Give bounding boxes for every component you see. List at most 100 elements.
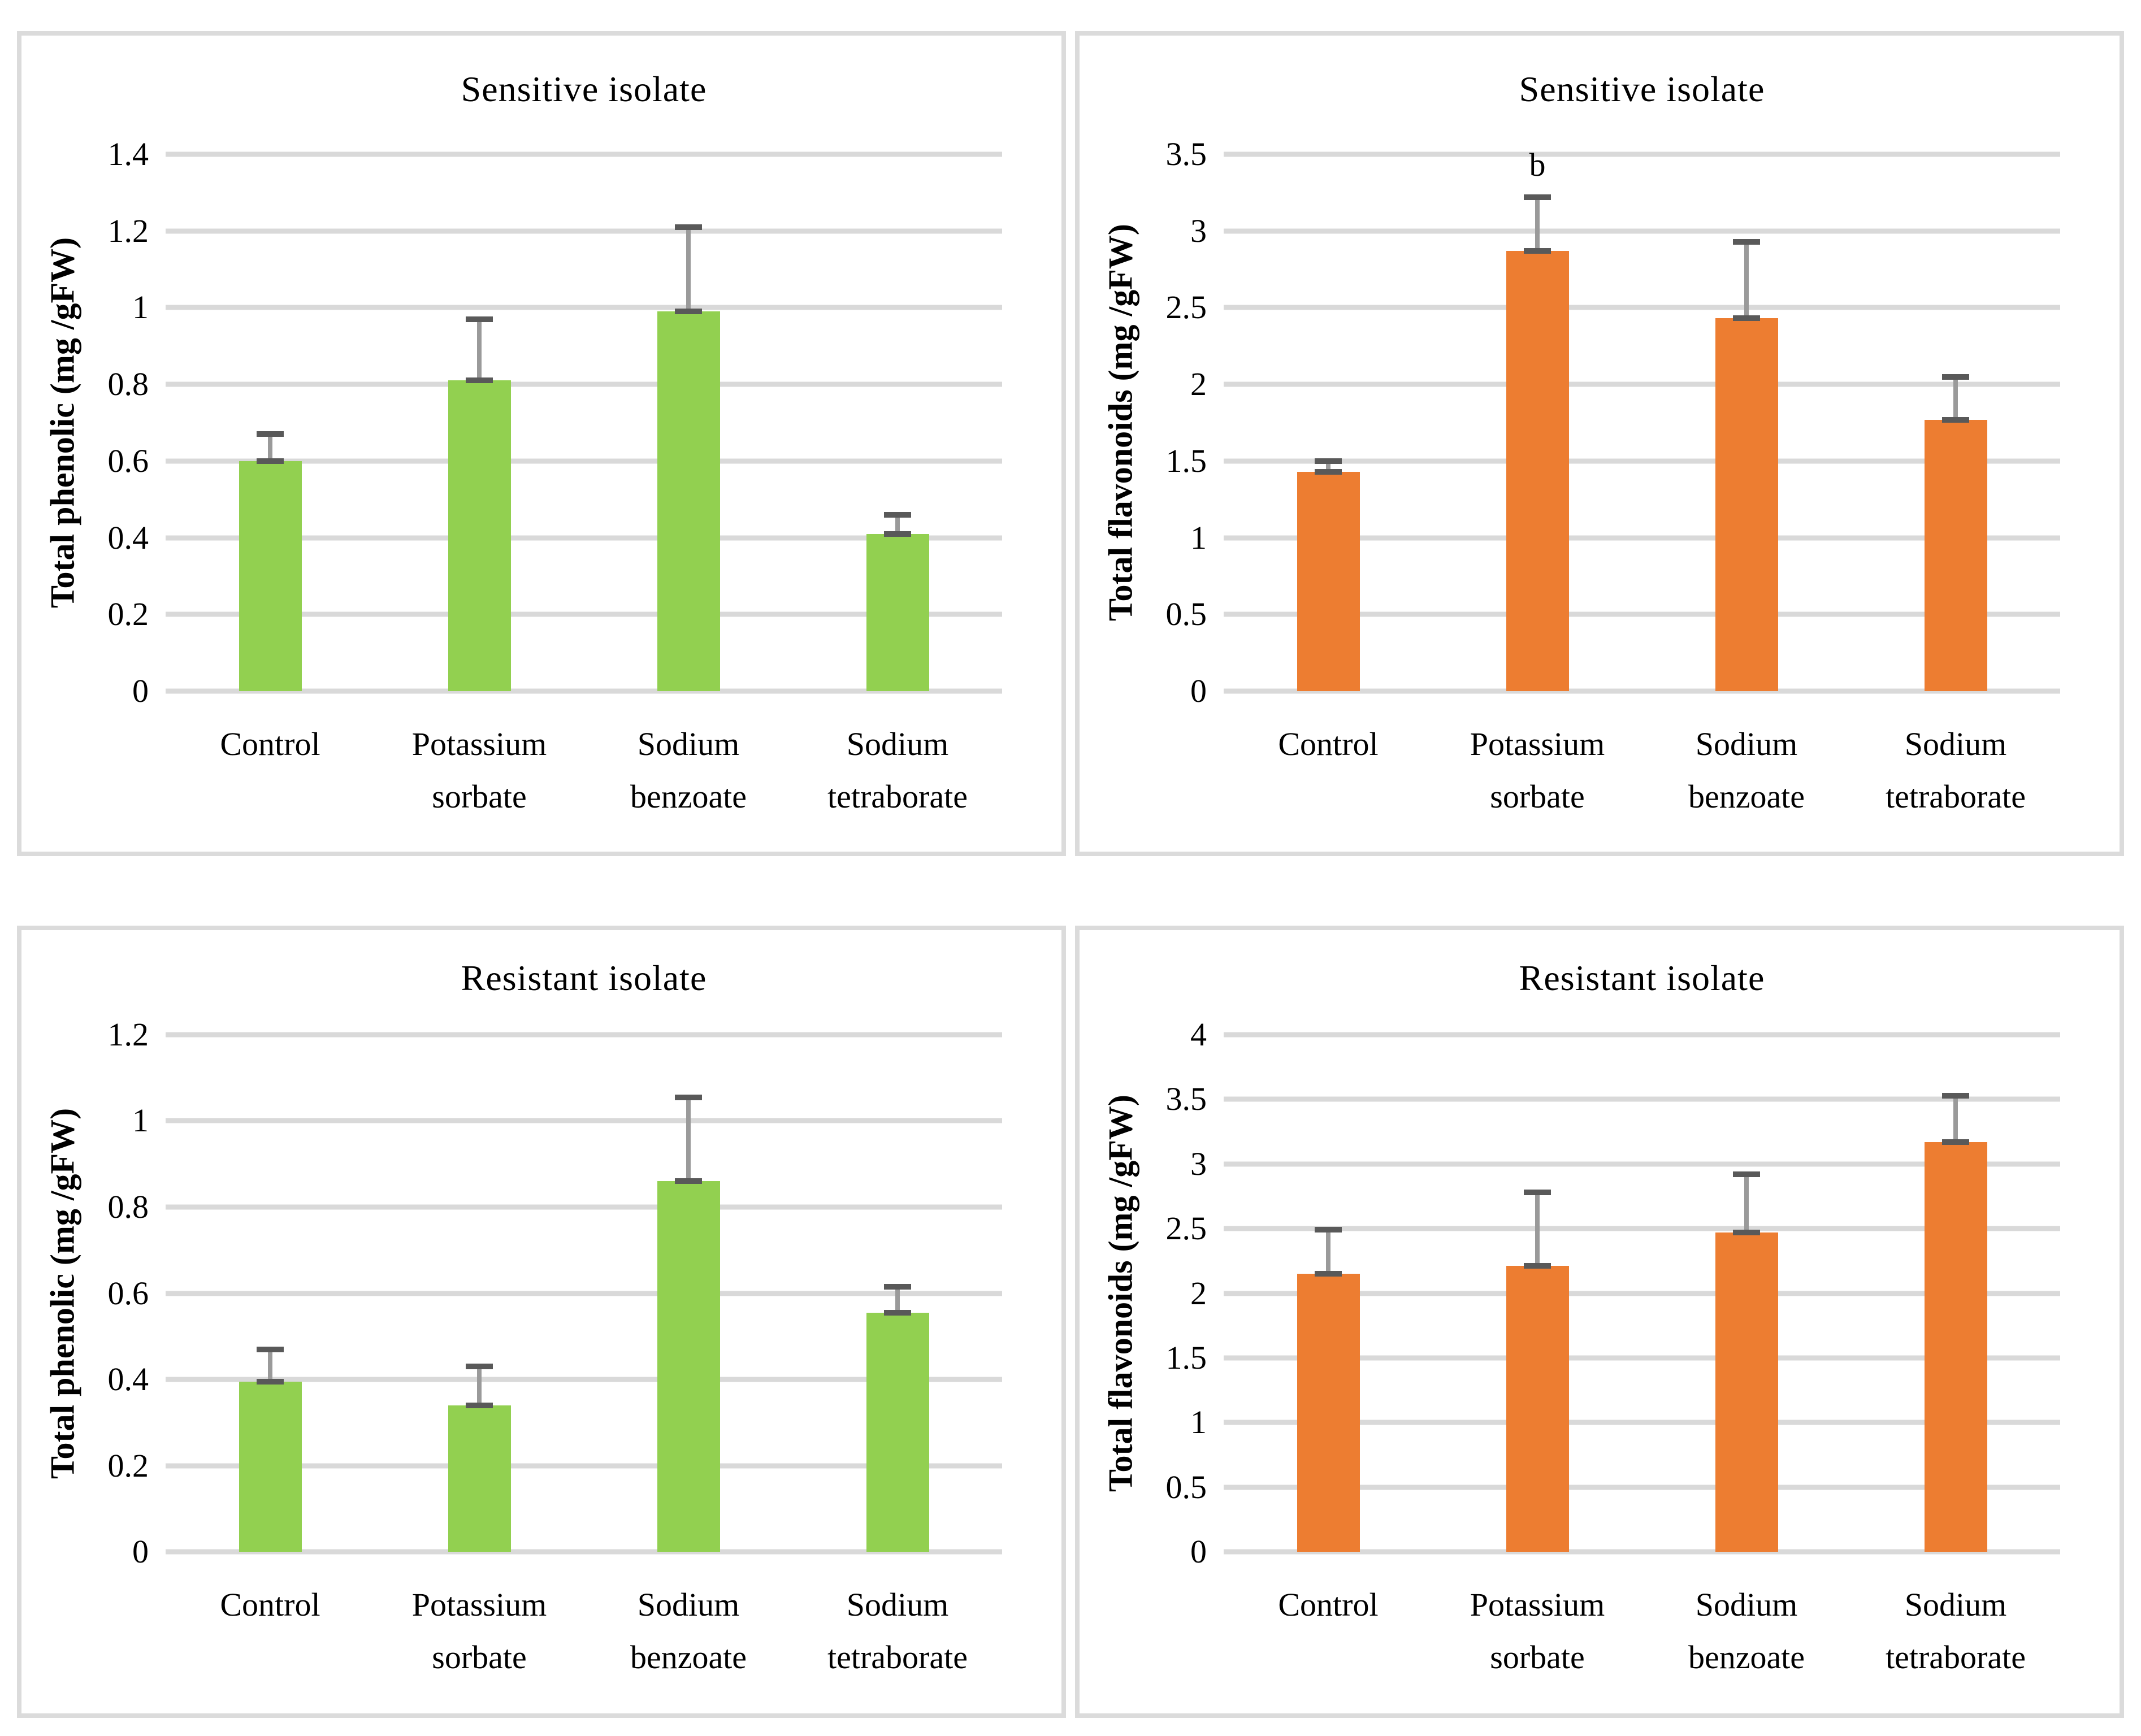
error-bar-bottom-cap bbox=[466, 1402, 493, 1408]
bar-sodium-benzoate bbox=[657, 311, 720, 691]
error-bar-line bbox=[1326, 461, 1330, 472]
gridline bbox=[1224, 1161, 2060, 1167]
error-bar-top-cap bbox=[1315, 1227, 1342, 1233]
bar-annotation: b bbox=[1529, 146, 1546, 183]
x-category-label: Potassium sorbate bbox=[1470, 1586, 1605, 1676]
error-bar-line bbox=[477, 1366, 482, 1405]
bar-sodium-tetraborate bbox=[866, 1312, 929, 1552]
plot-area: 0 0.5 1 1.5 2 2.5 3 3.5 4 Control Potassium sorbat… bbox=[1166, 1018, 2060, 1676]
error-bar-bottom-cap bbox=[675, 1178, 702, 1184]
gridline bbox=[166, 1291, 1002, 1296]
bar-potassium-sorbate bbox=[448, 380, 511, 691]
gridline bbox=[166, 535, 1002, 541]
gridline bbox=[1224, 1549, 2060, 1555]
panel-resistant-flavonoids-chart: Resistant isolate Total flavonoids (mg /… bbox=[1075, 926, 2124, 1718]
error-bar-line bbox=[1953, 1095, 1958, 1142]
error-bar-bottom-cap bbox=[1524, 248, 1551, 254]
gridline bbox=[1224, 535, 2060, 541]
y-tick-label: 0.5 bbox=[1165, 596, 1207, 633]
y-tick-label: 1.5 bbox=[1165, 442, 1207, 479]
gridline bbox=[166, 305, 1002, 310]
x-category-label: Sodium tetraborate bbox=[1886, 726, 2026, 815]
gridline bbox=[1224, 1420, 2060, 1425]
y-tick-label: 0.6 bbox=[107, 1274, 149, 1312]
bar-sodium-tetraborate bbox=[1924, 1142, 1987, 1552]
y-tick-label: 3 bbox=[1190, 212, 1207, 249]
x-category-label: Sodium tetraborate bbox=[1886, 1586, 2026, 1676]
gridline bbox=[1224, 611, 2060, 617]
bar-control bbox=[239, 1381, 302, 1552]
error-bar-line bbox=[1744, 1174, 1749, 1232]
error-bar-bottom-cap bbox=[884, 531, 911, 537]
error-bar-line bbox=[477, 319, 482, 381]
y-tick-label: 0.5 bbox=[1165, 1468, 1207, 1505]
error-bar-top-cap bbox=[257, 431, 284, 437]
error-bar-top-cap bbox=[1733, 238, 1760, 245]
y-tick-label: 1.2 bbox=[107, 212, 149, 249]
error-bar-top-cap bbox=[675, 1094, 702, 1100]
plot-area: 0 0.2 0.4 0.6 0.8 1 1.2 1.4 Control Potassium sor… bbox=[108, 138, 1002, 815]
bar-sodium-benzoate bbox=[657, 1181, 720, 1552]
y-axis-label: Total phenolic (mg /gFW) bbox=[44, 1108, 81, 1479]
y-tick-label: 2.5 bbox=[1165, 1210, 1207, 1247]
gridline bbox=[166, 1204, 1002, 1210]
bar-sodium-tetraborate bbox=[1924, 419, 1987, 691]
error-bar-bottom-cap bbox=[257, 1378, 284, 1385]
bar-sodium-benzoate bbox=[1715, 1232, 1778, 1552]
x-category-label: Control bbox=[220, 726, 320, 762]
error-bar-bottom-cap bbox=[1733, 1230, 1760, 1235]
bar-sodium-tetraborate bbox=[866, 533, 929, 691]
bar-sodium-benzoate bbox=[1715, 318, 1778, 691]
error-bar-top-cap bbox=[466, 1364, 493, 1370]
error-bar-bottom-cap bbox=[257, 458, 284, 464]
y-tick-label: 0.8 bbox=[107, 366, 149, 403]
error-bar-top-cap bbox=[1315, 458, 1342, 464]
error-bar-bottom-cap bbox=[1524, 1263, 1551, 1269]
error-bar-top-cap bbox=[884, 511, 911, 518]
error-bar-line bbox=[1535, 1192, 1540, 1266]
error-bar-line bbox=[686, 227, 691, 312]
error-bar-bottom-cap bbox=[1315, 1271, 1342, 1277]
x-category-label: Control bbox=[220, 1586, 320, 1623]
bar-potassium-sorbate bbox=[1506, 251, 1569, 691]
panel-sensitive-flavonoids-chart: Sensitive isolate Total flavonoids (mg /… bbox=[1075, 31, 2124, 856]
gridline bbox=[166, 381, 1002, 387]
chart-title: Resistant isolate bbox=[1519, 958, 1765, 998]
x-category-label: Potassium sorbate bbox=[411, 726, 547, 815]
y-tick-label: 2 bbox=[1190, 1274, 1207, 1312]
gridline bbox=[166, 1377, 1002, 1382]
panel-resistant-phenolic-chart: Resistant isolate Total phenolic (mg /gF… bbox=[17, 926, 1066, 1718]
error-bar-bottom-cap bbox=[466, 377, 493, 384]
y-axis-label: Total flavonoids (mg /gFW) bbox=[1102, 1095, 1139, 1492]
error-bar-line bbox=[1535, 197, 1540, 251]
y-tick-label: 1 bbox=[1190, 519, 1207, 556]
gridline bbox=[1224, 305, 2060, 310]
y-tick-label: 0 bbox=[1190, 672, 1207, 709]
plot-area: 0 0.5 1 1.5 2 2.5 3 3.5 Control Potassium sorbate… bbox=[1166, 138, 2060, 815]
error-bar-top-cap bbox=[1942, 1092, 1969, 1099]
gridline bbox=[1224, 458, 2060, 464]
gridline bbox=[1224, 1096, 2060, 1102]
y-tick-label: 0.2 bbox=[107, 1447, 149, 1484]
x-category-label: Potassium sorbate bbox=[411, 1586, 547, 1676]
error-bar-line bbox=[895, 514, 900, 534]
y-tick-label: 1 bbox=[1190, 1404, 1207, 1441]
y-tick-label: 0 bbox=[1190, 1533, 1207, 1570]
error-bar-bottom-cap bbox=[1733, 315, 1760, 322]
error-bar-line bbox=[268, 434, 272, 461]
y-tick-label: 3.5 bbox=[1165, 136, 1207, 172]
error-bar-bottom-cap bbox=[1942, 1139, 1969, 1145]
error-bar-top-cap bbox=[1942, 374, 1969, 380]
gridline bbox=[1224, 1485, 2060, 1490]
x-category-label: Sodium tetraborate bbox=[827, 1586, 968, 1676]
chart-title: Sensitive isolate bbox=[1519, 69, 1765, 109]
gridline bbox=[1224, 151, 2060, 157]
error-bar-line bbox=[1326, 1230, 1330, 1274]
y-tick-label: 0 bbox=[132, 672, 149, 709]
y-tick-label: 0.6 bbox=[107, 442, 149, 479]
x-category-label: Sodium tetraborate bbox=[827, 726, 968, 815]
y-tick-label: 1.2 bbox=[107, 1016, 149, 1053]
error-bar-top-cap bbox=[675, 224, 702, 230]
x-category-label: Sodium benzoate bbox=[1688, 726, 1805, 815]
